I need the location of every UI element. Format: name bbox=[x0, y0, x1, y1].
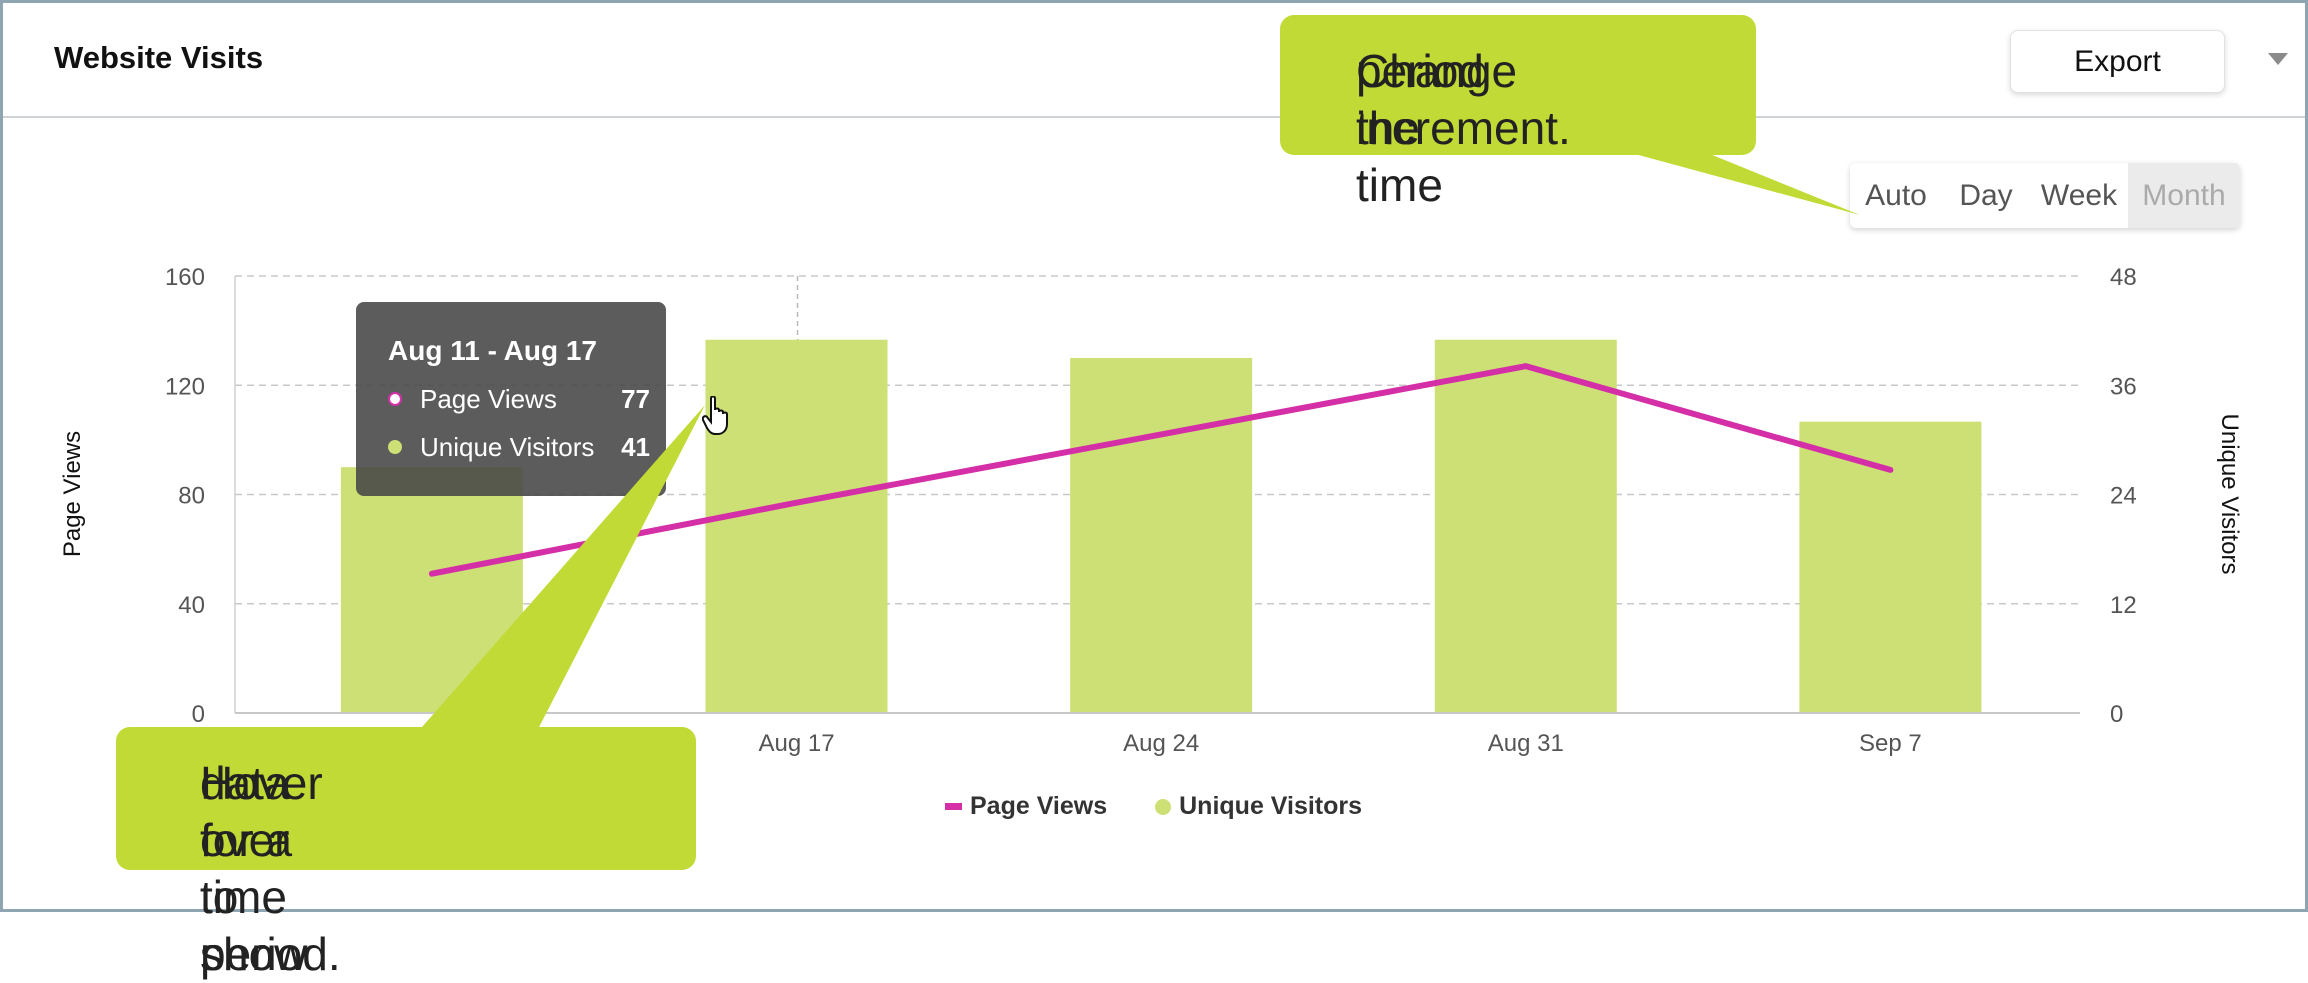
callout-line: Change the time bbox=[1356, 45, 1518, 211]
tooltip-row-unique-visitors: Unique Visitors 41 bbox=[388, 432, 650, 466]
legend-item-page-views[interactable]: Page Views bbox=[945, 792, 1107, 821]
page-views-dot-icon bbox=[388, 392, 402, 406]
line-swatch-icon bbox=[945, 803, 962, 810]
bar-unique-visitors bbox=[340, 467, 523, 713]
x-tick-label: Aug 31 bbox=[1488, 730, 1564, 757]
y-right-tick-label: 12 bbox=[2110, 592, 2137, 619]
legend-label: Page Views bbox=[970, 792, 1108, 820]
tooltip-label: Unique Visitors bbox=[420, 432, 595, 462]
callout-line: data for a time period. bbox=[200, 757, 341, 980]
y-right-axis-title: Unique Visitors bbox=[2216, 414, 2243, 575]
y-right-tick-label: 36 bbox=[2110, 373, 2137, 400]
tooltip-row-page-views: Page Views 77 bbox=[388, 384, 650, 418]
period-auto-button[interactable]: Auto bbox=[1865, 178, 1927, 212]
bar-unique-visitors bbox=[1070, 357, 1253, 713]
tooltip-title: Aug 11 - Aug 17 bbox=[388, 335, 598, 366]
tooltip-value: 77 bbox=[621, 384, 650, 414]
callout-period-hint: Change the time period increment. bbox=[1280, 15, 1756, 211]
chart-legend: Page Views Unique Visitors bbox=[945, 792, 1410, 821]
bar-unique-visitors bbox=[1799, 421, 1982, 713]
callout-hover-hint: Hover over to show data for a time period… bbox=[116, 727, 696, 980]
y-right-tick-label: 24 bbox=[2110, 483, 2137, 510]
x-tick-label: Aug 24 bbox=[1123, 730, 1199, 757]
y-axis-title: Page Views bbox=[59, 431, 86, 557]
legend-label: Unique Visitors bbox=[1179, 792, 1363, 820]
bar-unique-visitors bbox=[1434, 339, 1617, 713]
export-button[interactable]: Export bbox=[2010, 30, 2225, 93]
y-tick-label: 160 bbox=[165, 264, 205, 291]
y-right-tick-label: 48 bbox=[2110, 264, 2137, 291]
x-tick-label: Aug 17 bbox=[758, 730, 834, 757]
chevron-down-icon[interactable] bbox=[2268, 53, 2288, 65]
page-title: Website Visits bbox=[54, 40, 264, 75]
y-tick-label: 120 bbox=[165, 373, 205, 400]
tooltip-label: Page Views bbox=[420, 384, 557, 414]
x-tick-label: Sep 7 bbox=[1859, 730, 1922, 757]
legend-item-unique-visitors[interactable]: Unique Visitors bbox=[1155, 792, 1362, 821]
callout-line: period increment. bbox=[1356, 45, 1571, 154]
chart-tooltip: Aug 11 - Aug 17 Page Views 77 Unique Vis… bbox=[356, 302, 666, 496]
period-day-button[interactable]: Day bbox=[1959, 178, 2013, 212]
period-month-button[interactable]: Month bbox=[2128, 163, 2240, 228]
card-header: Website Visits Export bbox=[3, 3, 2305, 118]
y-tick-label: 0 bbox=[192, 701, 205, 728]
tooltip-value: 41 bbox=[621, 432, 650, 462]
hand-cursor-icon bbox=[702, 396, 728, 435]
period-week-button[interactable]: Week bbox=[2040, 178, 2118, 212]
y-right-tick-label: 0 bbox=[2110, 701, 2123, 728]
bar-unique-visitors bbox=[705, 339, 888, 713]
y-tick-label: 80 bbox=[178, 483, 205, 510]
time-period-selector: Auto Day Week Month bbox=[1850, 163, 2240, 228]
dot-swatch-icon bbox=[1155, 798, 1172, 815]
unique-visitors-dot-icon bbox=[388, 440, 402, 454]
y-tick-label: 40 bbox=[178, 592, 205, 619]
